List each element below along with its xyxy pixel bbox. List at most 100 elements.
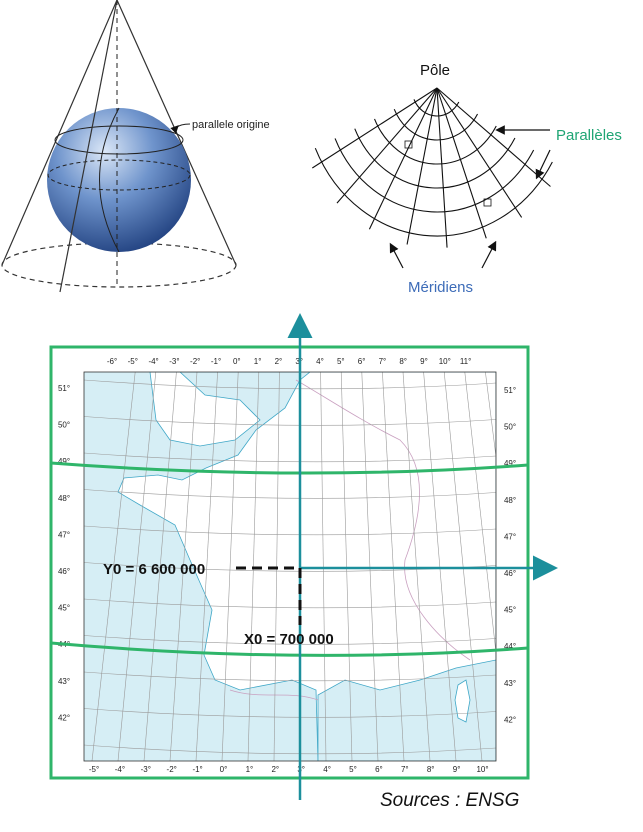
parallels-label: Parallèles: [556, 127, 622, 144]
fan-meridian: [436, 87, 551, 187]
graticule-parallel: [84, 489, 496, 499]
right-tick-label: 44°: [504, 642, 516, 651]
top-tick-label: -1°: [211, 357, 221, 366]
parallel-origin-line: [54, 125, 184, 155]
top-tick-label: -6°: [107, 357, 117, 366]
left-tick-label: 51°: [58, 384, 70, 393]
map-figure: -6°-5°-4°-3°-2°-1°0°1°2°3°4°5°6°7°8°9°10…: [49, 313, 558, 800]
right-tick-label: 43°: [504, 679, 516, 688]
right-tick-label: 46°: [504, 569, 516, 578]
bottom-tick-label: -5°: [89, 765, 99, 774]
right-tick-label: 51°: [504, 386, 516, 395]
graticule-meridian: [485, 372, 496, 460]
map-neatline: [83, 371, 497, 762]
right-tick-label: 50°: [504, 423, 516, 432]
bottom-tick-label: -2°: [167, 765, 177, 774]
graticule-meridian: [169, 372, 198, 761]
bottom-tick-label: 5°: [349, 765, 357, 774]
source-caption: Sources : ENSG: [380, 790, 520, 811]
bottom-tick-label: 10°: [476, 765, 488, 774]
graticule-meridian: [117, 372, 157, 761]
top-tick-label: -2°: [190, 357, 200, 366]
graticule-meridian: [195, 372, 218, 761]
fan-parallel: [314, 147, 553, 237]
graticule-meridian: [361, 372, 379, 761]
left-tick-label: 43°: [58, 677, 70, 686]
top-tick-label: 9°: [420, 357, 428, 366]
globe-equator: [47, 159, 191, 191]
bottom-tick-label: -4°: [115, 765, 125, 774]
fan-meridian: [436, 87, 523, 218]
graticule-meridian: [320, 372, 327, 761]
graticule-parallel: [84, 708, 496, 718]
bottom-tick-label: 7°: [401, 765, 409, 774]
right-tick-label: 47°: [504, 532, 516, 541]
cone-base: [1, 242, 237, 288]
bottom-tick-label: 8°: [427, 765, 435, 774]
meridians-arrow-1: [389, 242, 404, 269]
left-tick-label: 47°: [58, 530, 70, 539]
top-tick-label: 4°: [316, 357, 324, 366]
top-tick-label: 8°: [399, 357, 407, 366]
parallel-49: [50, 461, 529, 475]
fan-grid: [311, 87, 553, 248]
left-tick-label: 46°: [58, 567, 70, 576]
graticule-meridian: [221, 372, 239, 761]
bottom-tick-label: 2°: [271, 765, 279, 774]
fan-meridian: [336, 87, 438, 204]
right-angle-mark-2: [483, 198, 492, 207]
right-tick-label: 42°: [504, 715, 516, 724]
pole-label: Pôle: [420, 62, 450, 79]
parallel-pointer: [170, 123, 191, 134]
bottom-tick-label: 0°: [220, 765, 228, 774]
top-tick-label: -4°: [148, 357, 158, 366]
top-tick-label: 1°: [254, 357, 262, 366]
meridians-arrow-2: [481, 240, 497, 269]
top-tick-label: -5°: [128, 357, 138, 366]
uk-landmass: [149, 372, 261, 447]
graticule-meridian: [382, 372, 405, 761]
corsica-outline: [454, 679, 471, 723]
fan-parallel: [413, 99, 460, 117]
y0-label: Y0 = 6 600 000: [103, 561, 205, 578]
graticule-meridian: [402, 372, 431, 761]
bottom-tick-label: 1°: [246, 765, 254, 774]
top-tick-label: -3°: [169, 357, 179, 366]
left-tick-label: 49°: [58, 457, 70, 466]
fan-meridian: [406, 87, 438, 245]
country-border: [295, 379, 471, 661]
fan-meridian: [311, 87, 438, 169]
meridians-label: Méridiens: [408, 279, 473, 296]
right-tick-label: 49°: [504, 459, 516, 468]
graticule-meridian: [423, 372, 457, 761]
fan-parallel: [354, 128, 516, 189]
right-tick-label: 45°: [504, 606, 516, 615]
mediterranean: [317, 659, 496, 761]
graticule-meridian: [340, 372, 353, 761]
right-angle-mark-1: [404, 140, 413, 149]
top-tick-label: 7°: [379, 357, 387, 366]
cone-generatrix: [59, 0, 118, 293]
graticule-parallel: [84, 671, 496, 682]
graticule-parallel: [84, 744, 496, 755]
bottom-tick-label: 4°: [323, 765, 331, 774]
left-tick-label: 48°: [58, 494, 70, 503]
fan-parallel: [334, 138, 535, 213]
graticule-parallel: [84, 416, 496, 426]
left-tick-label: 42°: [58, 713, 70, 722]
graticule-meridian: [143, 372, 177, 761]
graticule-parallel: [84, 379, 496, 390]
fan-parallel: [393, 108, 479, 141]
bottom-tick-label: 6°: [375, 765, 383, 774]
graticule-parallel: [84, 525, 496, 536]
top-tick-label: 2°: [275, 357, 283, 366]
fan-parallel: [374, 118, 497, 165]
bottom-tick-label: -1°: [192, 765, 202, 774]
right-tick-label: 48°: [504, 496, 516, 505]
globe: [47, 108, 191, 252]
top-tick-label: 0°: [233, 357, 241, 366]
left-tick-label: 45°: [58, 604, 70, 613]
x0-label: X0 = 700 000: [244, 631, 334, 648]
bottom-tick-label: -3°: [141, 765, 151, 774]
